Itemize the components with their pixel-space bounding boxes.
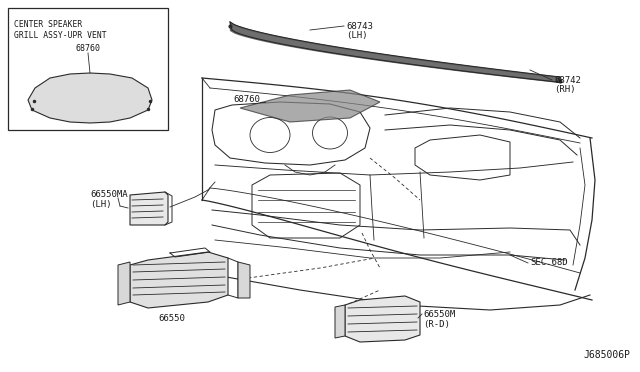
Polygon shape — [130, 252, 228, 308]
Text: SEC.68D: SEC.68D — [530, 258, 568, 267]
Text: GRILL ASSY-UPR VENT: GRILL ASSY-UPR VENT — [14, 31, 107, 40]
Text: 66550MA: 66550MA — [90, 190, 127, 199]
Text: 68743: 68743 — [346, 22, 373, 31]
Polygon shape — [28, 73, 152, 123]
Text: CENTER SPEAKER: CENTER SPEAKER — [14, 20, 83, 29]
Polygon shape — [130, 192, 168, 225]
Text: J685006P: J685006P — [583, 350, 630, 360]
Text: 68760: 68760 — [76, 44, 100, 53]
Polygon shape — [240, 90, 380, 122]
Text: (LH): (LH) — [90, 200, 111, 209]
Text: 66550: 66550 — [159, 314, 186, 323]
Text: (LH): (LH) — [346, 31, 367, 40]
Polygon shape — [345, 296, 420, 342]
Text: (R-D): (R-D) — [423, 320, 450, 329]
Text: 68742: 68742 — [554, 76, 581, 85]
Bar — [8, 8, 168, 130]
Text: 66550M: 66550M — [423, 310, 455, 319]
Text: (RH): (RH) — [554, 85, 575, 94]
Polygon shape — [335, 305, 345, 338]
Polygon shape — [238, 262, 250, 298]
Text: 68760: 68760 — [233, 95, 260, 104]
Polygon shape — [118, 262, 130, 305]
